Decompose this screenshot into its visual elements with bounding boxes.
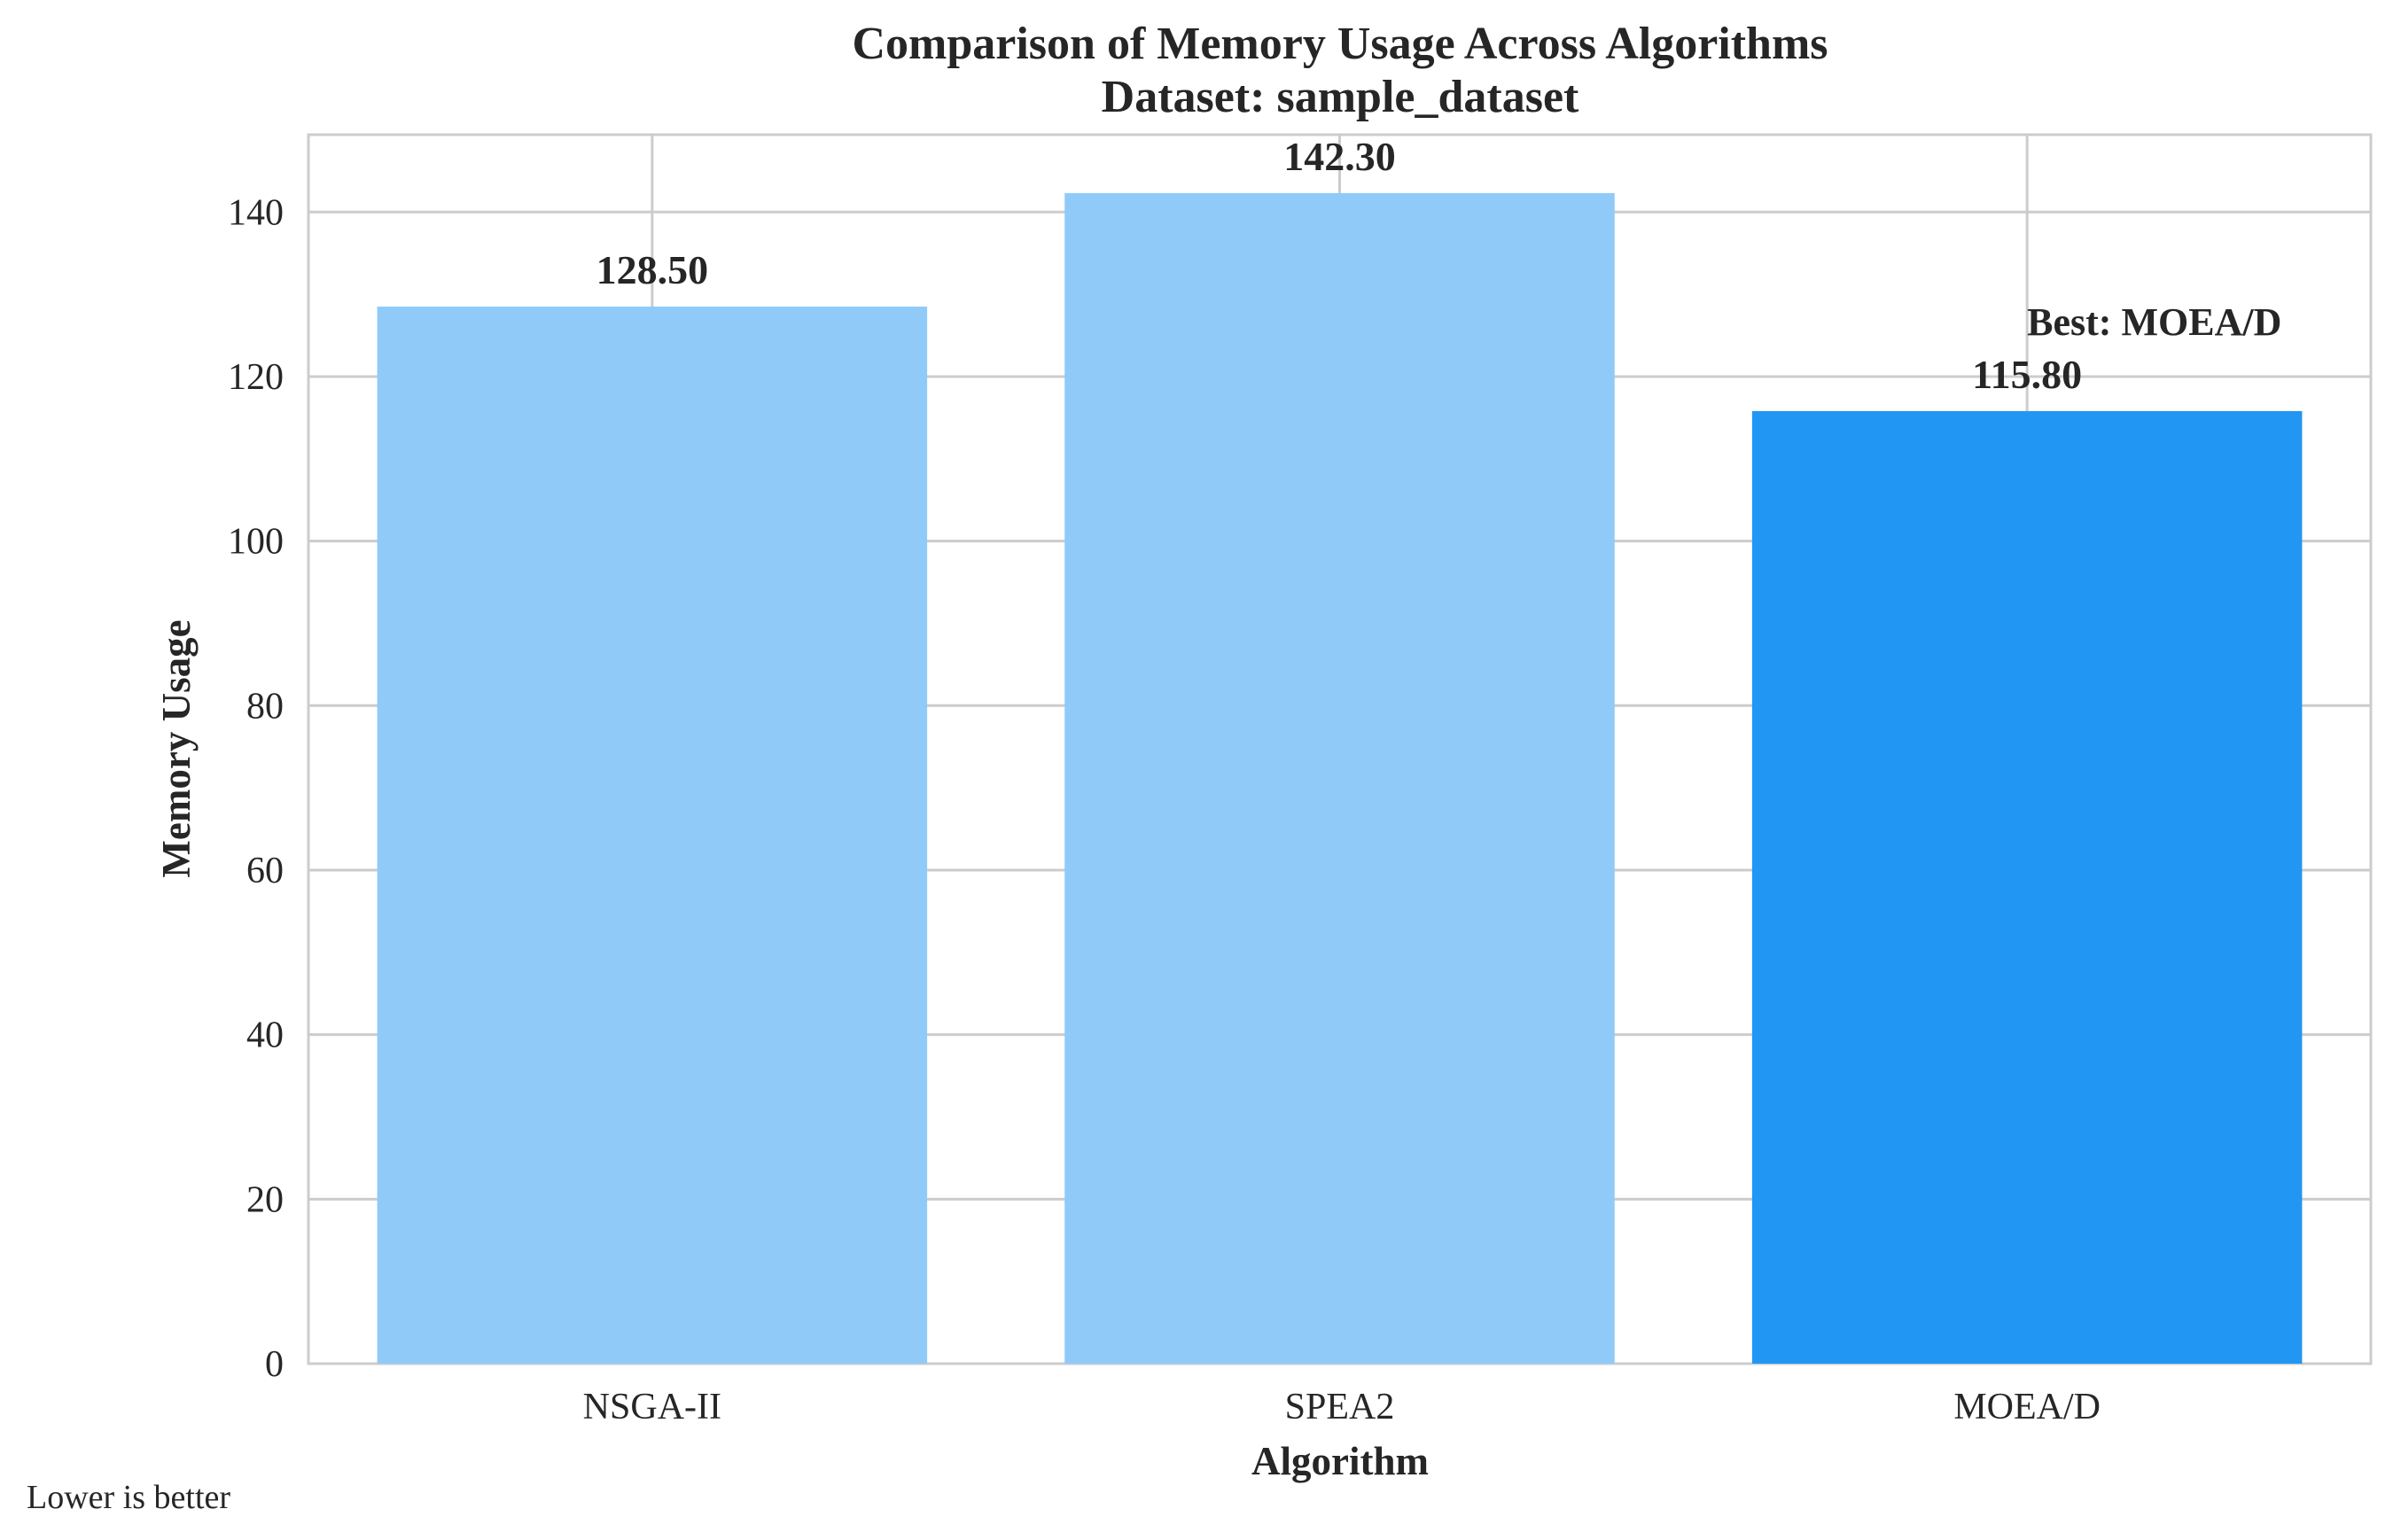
- bar-value-label: 128.50: [596, 247, 709, 292]
- y-tick-labels: 0 20 40 60 80 100 120 140: [228, 192, 284, 1385]
- x-tick-label: NSGA-II: [583, 1387, 721, 1427]
- y-tick-label: 140: [228, 192, 284, 233]
- x-tick-labels: NSGA-II SPEA2 MOEA/D: [583, 1387, 2101, 1427]
- x-tick-label: SPEA2: [1285, 1387, 1395, 1427]
- y-tick-label: 100: [228, 522, 284, 563]
- bar-value-label: 142.30: [1283, 134, 1396, 179]
- y-tick-label: 60: [246, 851, 284, 891]
- footnote: Lower is better: [27, 1479, 230, 1516]
- x-tick-label: MOEA/D: [1953, 1387, 2101, 1427]
- bar-value-label: 115.80: [1972, 352, 2082, 397]
- y-tick-label: 20: [246, 1179, 284, 1220]
- value-labels: 128.50 142.30 115.80: [596, 134, 2083, 397]
- bar-moea-d: [1751, 410, 2303, 1364]
- x-axis-label: Algorithm: [1251, 1439, 1429, 1483]
- bar-spea2: [1064, 192, 1615, 1364]
- best-annotation: Best: MOEA/D: [2027, 300, 2281, 344]
- y-tick-label: 120: [228, 357, 284, 398]
- y-tick-label: 80: [246, 686, 284, 727]
- bars: [377, 192, 2303, 1364]
- y-axis-label: Memory Usage: [154, 619, 199, 877]
- chart-title: Comparison of Memory Usage Across Algori…: [852, 19, 1828, 69]
- y-tick-label: 0: [265, 1344, 284, 1385]
- chart-subtitle: Dataset: sample_dataset: [1102, 72, 1579, 122]
- bar-nsga-ii: [377, 307, 928, 1364]
- y-tick-label: 40: [246, 1015, 284, 1056]
